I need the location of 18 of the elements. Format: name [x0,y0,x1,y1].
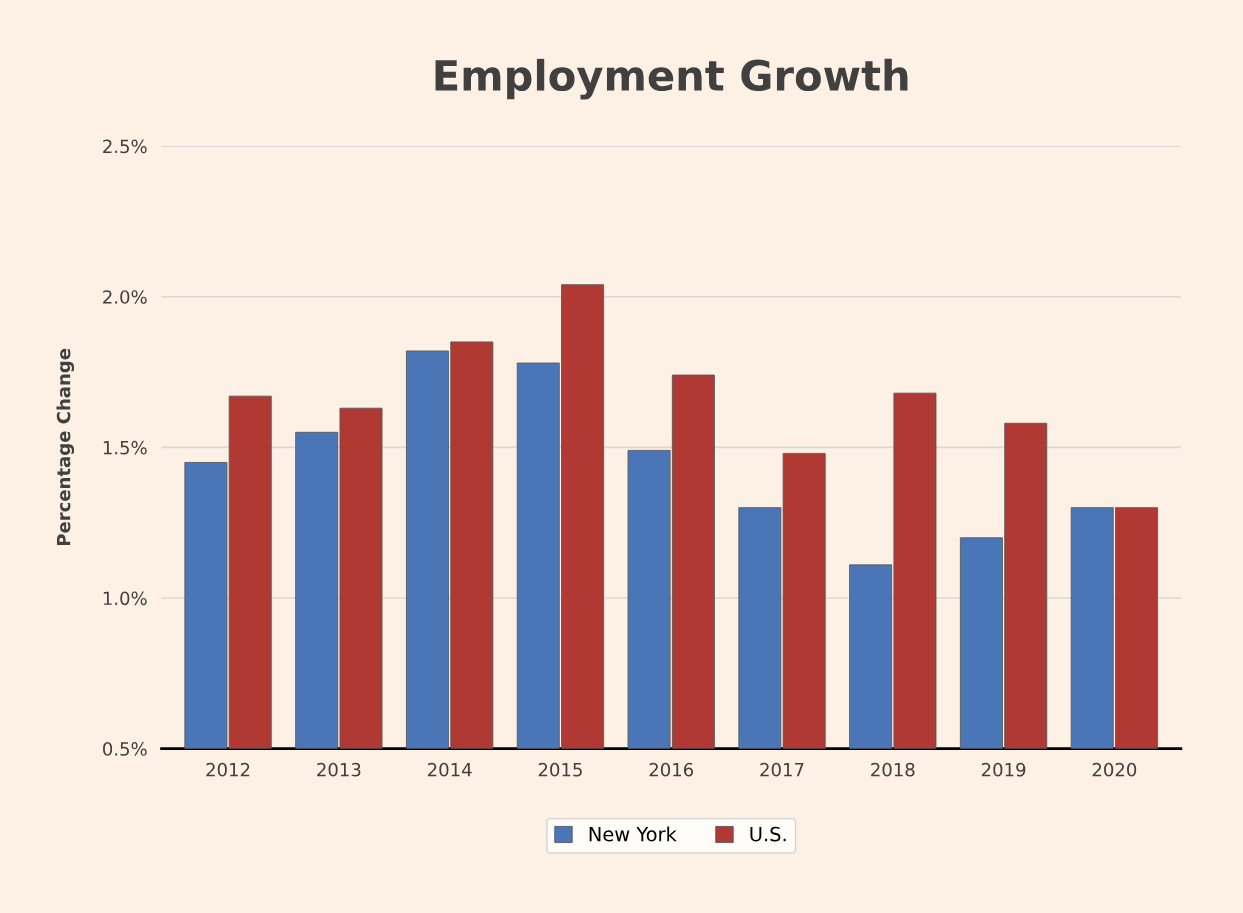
x-tick-label: 2013 [317,762,361,777]
y-tick-label: 0.5% [103,742,147,756]
legend-label: U.S. [750,826,786,842]
y-axis-title: Percentage Change [56,348,75,546]
x-tick-label: 2020 [1092,762,1137,777]
chart-title: Employment Growth [435,58,908,100]
x-tick-label: 2017 [760,762,804,777]
y-tick-label: 1.0% [103,591,147,606]
x-tick-label: 2019 [981,762,1026,777]
x-tick-label: 2012 [206,762,250,777]
x-tick-label: 2014 [427,762,472,777]
y-tick-label: 2.5% [103,139,147,154]
x-tick-label: 2015 [538,762,582,777]
y-tick-label: 1.5% [103,440,147,455]
legend-label: New York [589,826,677,842]
y-tick-label: 2.0% [103,290,147,304]
x-tick-label: 2018 [871,762,915,777]
x-tick-label: 2016 [649,762,694,777]
